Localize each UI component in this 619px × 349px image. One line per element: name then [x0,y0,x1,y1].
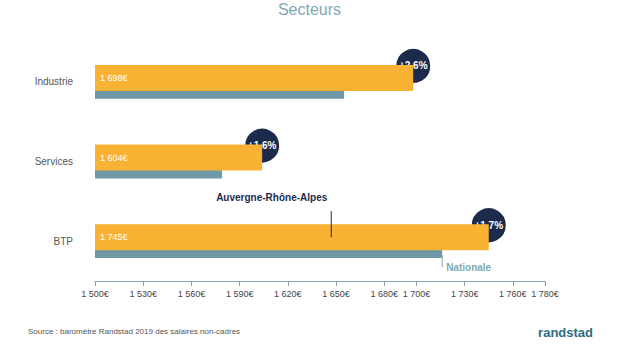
svg-text:+1,7%: +1,7% [474,219,504,231]
svg-text:1 500€: 1 500€ [81,289,109,299]
svg-text:1 745€: 1 745€ [100,232,128,242]
svg-text:1 780€: 1 780€ [531,289,559,299]
svg-text:1 700€: 1 700€ [403,289,431,299]
svg-text:1 604€: 1 604€ [100,153,128,163]
svg-text:1 560€: 1 560€ [178,289,206,299]
svg-text:+1,6%: +1,6% [247,140,277,152]
svg-text:1 730€: 1 730€ [451,289,479,299]
svg-text:Source : baromètre Randstad 20: Source : baromètre Randstad 2019 des sal… [28,327,240,336]
svg-text:BTP: BTP [54,236,74,247]
svg-text:randstad: randstad [538,325,593,340]
svg-text:1 650€: 1 650€ [322,289,350,299]
svg-text:+2,6%: +2,6% [398,60,428,72]
svg-text:1 680€: 1 680€ [371,289,399,299]
svg-text:1 760€: 1 760€ [499,289,527,299]
svg-text:1 698€: 1 698€ [100,73,128,83]
svg-text:Industrie: Industrie [35,76,74,87]
svg-text:1 620€: 1 620€ [274,289,302,299]
svg-text:Auvergne-Rhône-Alpes: Auvergne-Rhône-Alpes [216,192,328,203]
svg-text:1 590€: 1 590€ [226,289,254,299]
svg-text:Services: Services [35,156,73,167]
svg-text:Nationale: Nationale [446,262,491,273]
svg-text:Secteurs: Secteurs [278,1,341,18]
svg-text:1 530€: 1 530€ [129,289,157,299]
